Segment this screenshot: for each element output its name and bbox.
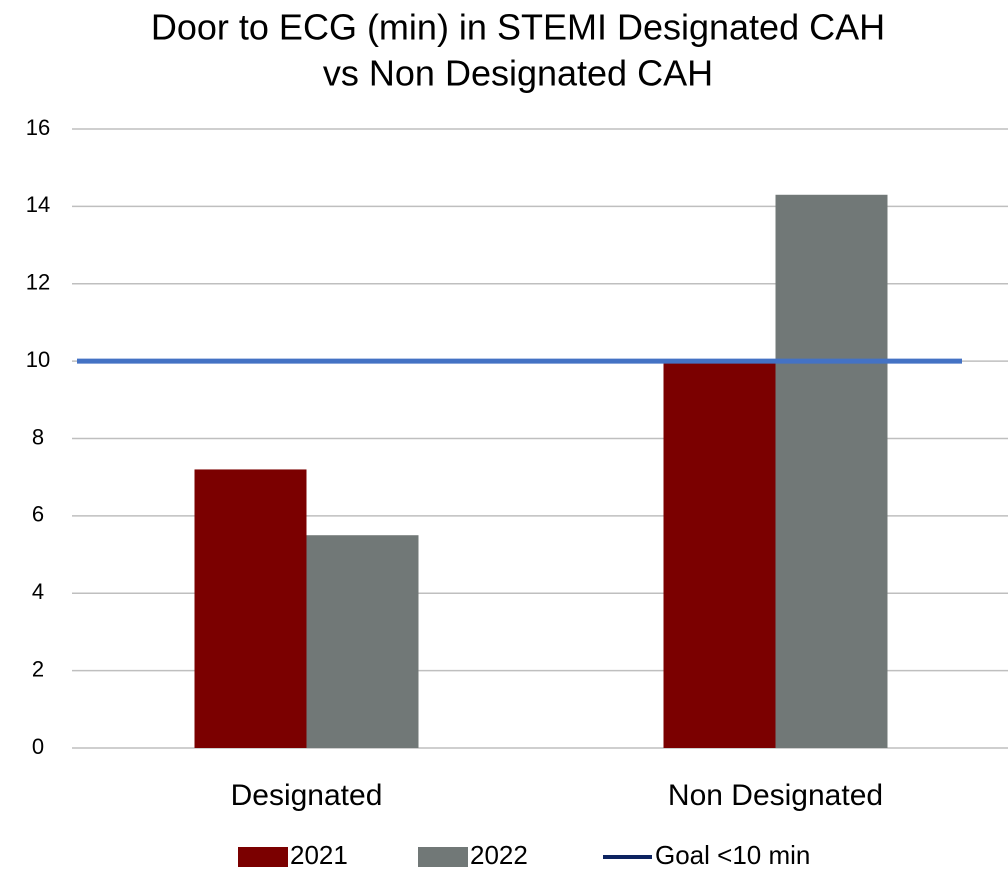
y-tick-label: 4 xyxy=(32,579,44,604)
chart-title: vs Non Designated CAH xyxy=(323,53,713,94)
legend-label: 2021 xyxy=(290,840,348,870)
bar xyxy=(775,194,888,749)
x-tick-label: Non Designated xyxy=(668,779,883,812)
x-tick-label: Designated xyxy=(231,779,383,812)
bar xyxy=(194,469,307,748)
y-tick-label: 14 xyxy=(26,192,50,217)
bar xyxy=(306,535,419,748)
y-tick-label: 2 xyxy=(32,656,44,681)
y-tick-label: 12 xyxy=(26,270,50,295)
legend-label: Goal <10 min xyxy=(655,840,810,870)
y-tick-label: 10 xyxy=(26,347,50,372)
y-tick-label: 8 xyxy=(32,424,44,449)
y-tick-label: 6 xyxy=(32,502,44,527)
y-tick-label: 16 xyxy=(26,115,50,140)
legend-swatch xyxy=(418,847,468,867)
chart-title: Door to ECG (min) in STEMI Designated CA… xyxy=(151,7,885,48)
bar xyxy=(663,361,776,748)
y-tick-label: 0 xyxy=(32,734,44,759)
legend-label: 2022 xyxy=(470,840,528,870)
legend-swatch xyxy=(238,847,288,867)
